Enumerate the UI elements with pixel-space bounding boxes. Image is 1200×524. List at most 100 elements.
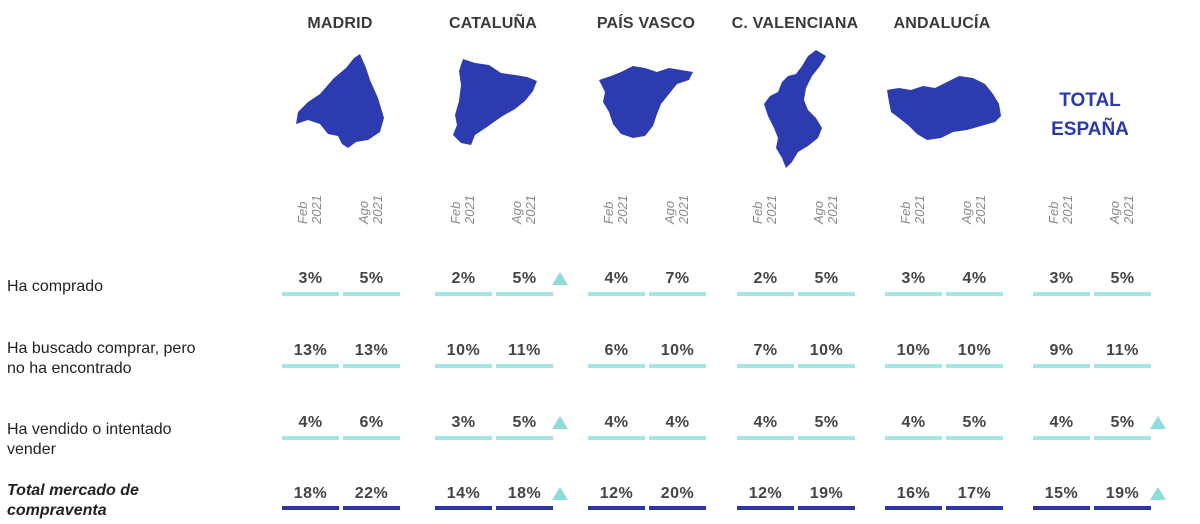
value-underline-bar (1033, 364, 1090, 368)
period-month: Ago (1107, 200, 1122, 224)
value-underline-bar (1094, 436, 1151, 440)
value-cell: 5% (1110, 414, 1135, 431)
value-cell: 6% (604, 342, 629, 359)
cataluna-map-icon (453, 59, 537, 145)
increase-triangle-icon (552, 416, 568, 429)
period-label: Feb 2021 (1046, 195, 1075, 224)
value-cell: 12% (748, 485, 783, 502)
value-underline-bar (435, 364, 492, 368)
value-cell: 5% (814, 270, 839, 287)
value-underline-bar (282, 292, 339, 296)
value-underline-bar (649, 436, 706, 440)
value-underline-bar (798, 292, 855, 296)
period-year: 2021 (1060, 195, 1075, 224)
period-year: 2021 (825, 195, 840, 224)
period-year: 2021 (309, 195, 324, 224)
value-underline-bar (282, 436, 339, 440)
value-cell: 10% (446, 342, 481, 359)
value-underline-bar (496, 436, 553, 440)
row-label-ha-comprado: Ha comprado (7, 277, 103, 297)
period-month: Ago (959, 200, 974, 224)
value-cell: 11% (1106, 342, 1139, 359)
period-label: Feb 2021 (448, 195, 477, 224)
value-cell: 18% (293, 485, 328, 502)
period-month: Feb (1046, 201, 1061, 224)
value-cell: 5% (962, 414, 987, 431)
row-label-line: compraventa (7, 502, 107, 519)
period-label: Ago 2021 (811, 195, 840, 224)
value-cell: 4% (901, 414, 926, 431)
value-underline-bar (1033, 506, 1090, 510)
value-cell: 10% (660, 342, 695, 359)
value-underline-bar (885, 436, 942, 440)
period-label: Ago 2021 (356, 195, 385, 224)
value-underline-bar (1094, 506, 1151, 510)
period-month: Ago (662, 200, 677, 224)
madrid-map-icon (296, 54, 384, 148)
value-underline-bar (1033, 436, 1090, 440)
value-underline-bar (282, 364, 339, 368)
period-month: Feb (898, 201, 913, 224)
value-cell: 19% (1105, 485, 1140, 502)
increase-triangle-icon (552, 487, 568, 500)
region-title-c-valenciana: C. VALENCIANA (731, 15, 859, 32)
value-cell: 3% (298, 270, 323, 287)
value-cell: 5% (512, 414, 537, 431)
period-label: Ago 2021 (959, 195, 988, 224)
value-underline-bar (588, 364, 645, 368)
value-underline-bar (343, 292, 400, 296)
value-underline-bar (885, 292, 942, 296)
value-cell: 20% (660, 485, 695, 502)
period-year: 2021 (615, 195, 630, 224)
period-month: Feb (750, 201, 765, 224)
value-underline-bar (885, 364, 942, 368)
value-cell: 6% (359, 414, 384, 431)
period-month: Feb (448, 201, 463, 224)
value-underline-bar (946, 436, 1003, 440)
value-underline-bar (946, 364, 1003, 368)
value-cell: 7% (753, 342, 778, 359)
value-underline-bar (588, 436, 645, 440)
row-label-line: Ha comprado (7, 278, 104, 295)
value-cell: 3% (451, 414, 476, 431)
period-month: Ago (811, 200, 826, 224)
period-label: Ago 2021 (662, 195, 691, 224)
value-underline-bar (588, 292, 645, 296)
value-cell: 4% (604, 270, 629, 287)
period-label: Feb 2021 (601, 195, 630, 224)
total-title-line-2: ESPAÑA (1051, 119, 1129, 140)
value-cell: 4% (1049, 414, 1074, 431)
value-underline-bar (737, 506, 794, 510)
value-cell: 10% (896, 342, 931, 359)
value-underline-bar (885, 506, 942, 510)
period-label: Ago 2021 (1107, 195, 1136, 224)
value-underline-bar (343, 506, 400, 510)
value-cell: 22% (354, 485, 389, 502)
value-underline-bar (649, 292, 706, 296)
value-cell: 2% (451, 270, 476, 287)
value-underline-bar (798, 364, 855, 368)
value-underline-bar (737, 436, 794, 440)
pais-vasco-map-icon (599, 66, 693, 138)
value-cell: 10% (809, 342, 844, 359)
value-underline-bar (343, 364, 400, 368)
value-underline-bar (435, 436, 492, 440)
value-cell: 7% (665, 270, 690, 287)
period-year: 2021 (462, 195, 477, 224)
value-underline-bar (496, 364, 553, 368)
value-cell: 2% (753, 270, 778, 287)
value-cell: 16% (896, 485, 931, 502)
value-underline-bar (798, 506, 855, 510)
value-underline-bar (946, 292, 1003, 296)
region-title-andalucia: ANDALUCÍA (893, 15, 991, 32)
value-underline-bar (1094, 364, 1151, 368)
increase-triangle-icon (1150, 487, 1166, 500)
value-cell: 4% (298, 414, 323, 431)
value-cell: 19% (809, 485, 844, 502)
value-cell: 13% (293, 342, 328, 359)
value-underline-bar (649, 364, 706, 368)
period-month: Feb (601, 201, 616, 224)
value-cell: 9% (1049, 342, 1074, 359)
period-year: 2021 (764, 195, 779, 224)
period-month: Feb (295, 201, 310, 224)
